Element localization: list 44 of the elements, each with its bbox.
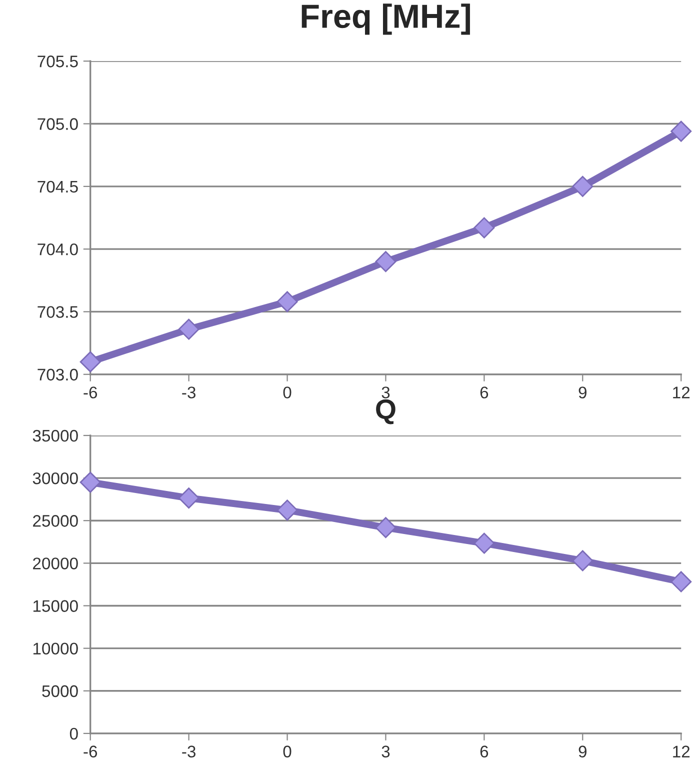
x-tick-label: -6 [84,746,98,758]
x-tick-label: 6 [480,746,488,758]
x-tick-label: 0 [283,386,292,398]
point [375,517,396,538]
x-tick-label: 3 [382,386,390,398]
point [474,217,495,238]
point [276,500,298,521]
point [80,351,101,372]
y-tick-label: 705.5 [38,56,78,68]
y-tick-label: 703.0 [38,368,78,381]
y-tick-label: 20000 [33,558,78,570]
y-tick-label: 30000 [32,472,78,484]
y-tick-label: 35000 [32,430,78,442]
x-tick-label: 12 [673,746,690,758]
x-tick-label: 6 [480,386,488,398]
x-tick-label: 0 [283,746,292,758]
x-tick-label: 9 [578,386,586,398]
y-tick-label: 704.0 [38,243,78,256]
x-tick-label: -3 [182,746,196,758]
x-tick-label: -3 [182,386,196,398]
y-tick-label: 10000 [33,642,78,655]
y-tick-label: 5000 [42,685,78,698]
point [276,291,298,312]
point [670,571,692,592]
point [572,176,594,197]
x-tick-label: 12 [673,386,690,398]
point [670,120,692,142]
x-tick-label: 3 [382,746,390,758]
point [178,488,200,509]
y-tick-label: 703.5 [38,306,78,318]
chart-title: Q [376,399,396,424]
y-tick-label: 0 [70,728,78,740]
y-tick-label: 705.0 [38,118,78,130]
point [80,472,101,493]
point [178,318,200,340]
x-tick-label: -6 [84,386,98,398]
point [375,251,396,272]
point [572,550,594,572]
y-tick-label: 25000 [33,515,78,527]
y-tick-label: 704.5 [38,180,78,193]
point [474,532,495,554]
chart-title: Freq [MHz] [302,4,470,35]
y-tick-label: 15000 [33,600,78,612]
x-tick-label: 9 [578,746,586,758]
